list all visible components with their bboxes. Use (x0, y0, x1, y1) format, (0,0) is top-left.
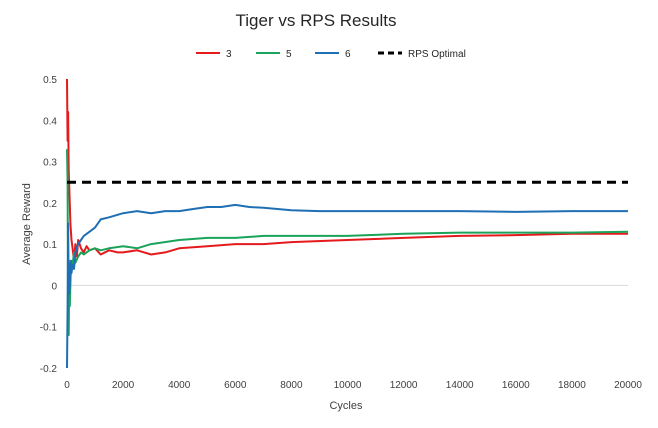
y-tick-label: -0.2 (40, 364, 58, 375)
legend-label-0: 3 (226, 49, 232, 60)
x-tick-label: 20000 (614, 380, 642, 391)
y-tick-label: 0 (51, 281, 57, 292)
x-tick-label: 8000 (280, 380, 303, 391)
series-layer (66, 78, 629, 369)
legend: 3 5 6 RPS Optimal (196, 49, 466, 60)
y-axis-ticks: -0.2 -0.1 0 0.1 0.2 0.3 0.4 0.5 (40, 75, 58, 375)
x-tick-label: 2000 (112, 380, 135, 391)
x-tick-label: 10000 (334, 380, 362, 391)
x-axis-label: Cycles (329, 400, 363, 412)
y-tick-label: 0.4 (43, 116, 57, 127)
x-tick-label: 4000 (168, 380, 191, 391)
x-tick-label: 18000 (558, 380, 586, 391)
chart-title: Tiger vs RPS Results (236, 11, 397, 30)
x-tick-label: 16000 (502, 380, 530, 391)
legend-label-1: 5 (286, 49, 292, 60)
series-line-2 (66, 203, 628, 369)
series-line-0 (66, 78, 628, 262)
y-tick-label: 0.5 (43, 75, 57, 86)
x-tick-label: 14000 (446, 380, 474, 391)
y-tick-label: 0.2 (43, 199, 57, 210)
x-tick-label: 12000 (390, 380, 418, 391)
x-tick-label: 6000 (224, 380, 247, 391)
y-tick-label: 0.1 (43, 240, 57, 251)
legend-label-2: 6 (345, 49, 351, 60)
x-axis-ticks: 0 2000 4000 6000 8000 10000 12000 14000 16000 180… (64, 380, 642, 391)
y-axis-label: Average Reward (21, 183, 33, 265)
series-line-1 (66, 149, 629, 336)
y-tick-label: 0.3 (43, 158, 57, 169)
legend-label-3: RPS Optimal (408, 49, 466, 60)
x-tick-label: 0 (64, 380, 70, 391)
y-tick-label: -0.1 (40, 323, 58, 334)
